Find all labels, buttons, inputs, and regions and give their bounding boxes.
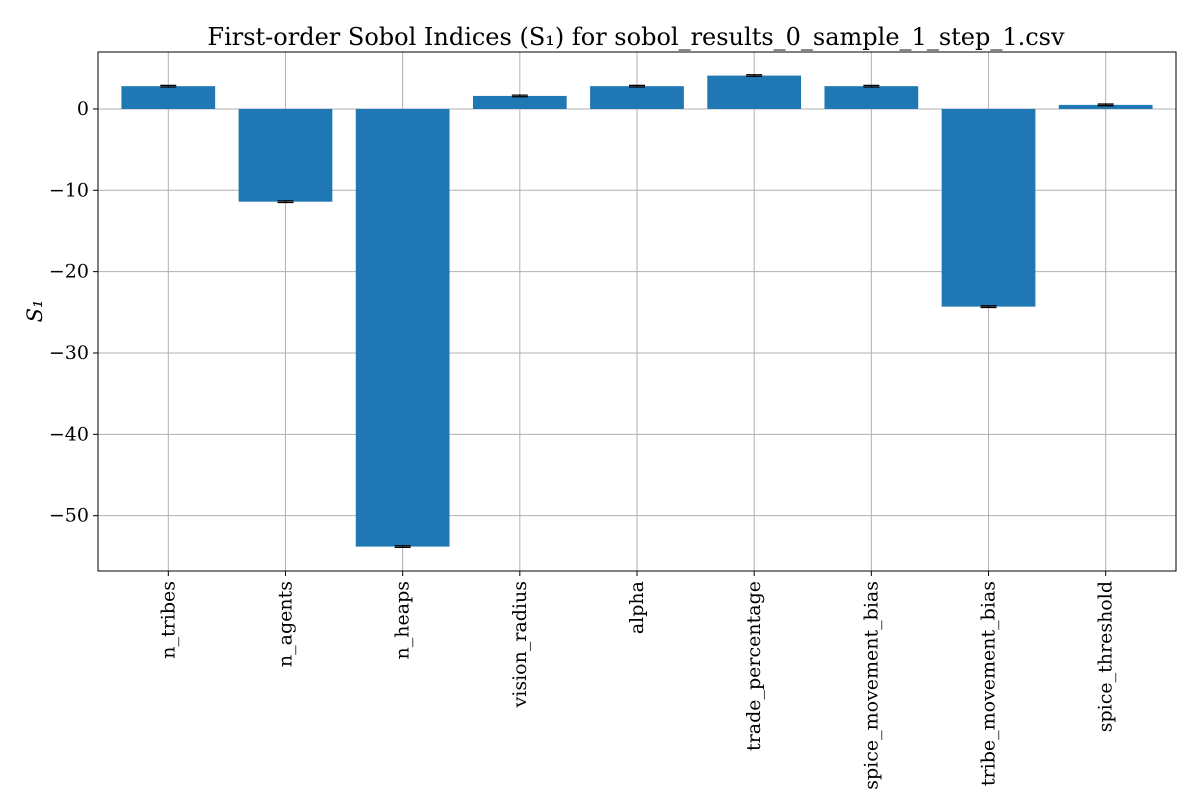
bar-trade_percentage	[707, 75, 802, 109]
bar-n_agents	[238, 108, 333, 202]
x-tick-label: spice_threshold	[1095, 581, 1117, 732]
y-tick-label: −50	[49, 505, 89, 527]
x-tick-label: vision_radius	[509, 581, 531, 708]
bar-spice_threshold	[1058, 104, 1153, 109]
x-tick-label: n_tribes	[157, 581, 179, 659]
y-tick-label: −20	[49, 261, 89, 283]
y-axis-label: S₁	[23, 300, 47, 323]
x-axis-ticks: n_tribes n_agents n_heaps vision_radius alph…	[157, 571, 1117, 790]
x-tick-label: tribe_movement_bias	[978, 581, 1000, 786]
chart-title: First-order Sobol Indices (S₁) for sobol…	[207, 23, 1065, 51]
grid	[98, 52, 1176, 571]
bar-tribe_movement_bias	[941, 108, 1036, 307]
x-tick-label: n_heaps	[392, 581, 414, 659]
y-tick-label: −40	[49, 423, 89, 445]
y-axis-ticks: 0 −10 −20 −30 −40 −50	[49, 98, 98, 527]
bar-n_heaps	[355, 108, 450, 547]
y-tick-label: −30	[49, 342, 89, 364]
bar-vision_radius	[472, 95, 567, 109]
axes-frame	[97, 51, 1177, 572]
y-tick-label: 0	[77, 98, 89, 120]
bar-n_tribes	[121, 86, 216, 109]
x-tick-label: n_agents	[274, 581, 296, 667]
x-tick-label: trade_percentage	[743, 581, 765, 751]
error-bars	[160, 74, 1114, 549]
bar-spice_movement_bias	[824, 86, 919, 109]
x-tick-label: spice_movement_bias	[860, 581, 882, 790]
y-tick-label: −10	[49, 179, 89, 201]
bar-alpha	[590, 86, 684, 109]
x-tick-label: alpha	[626, 581, 648, 634]
bars	[121, 75, 1153, 547]
